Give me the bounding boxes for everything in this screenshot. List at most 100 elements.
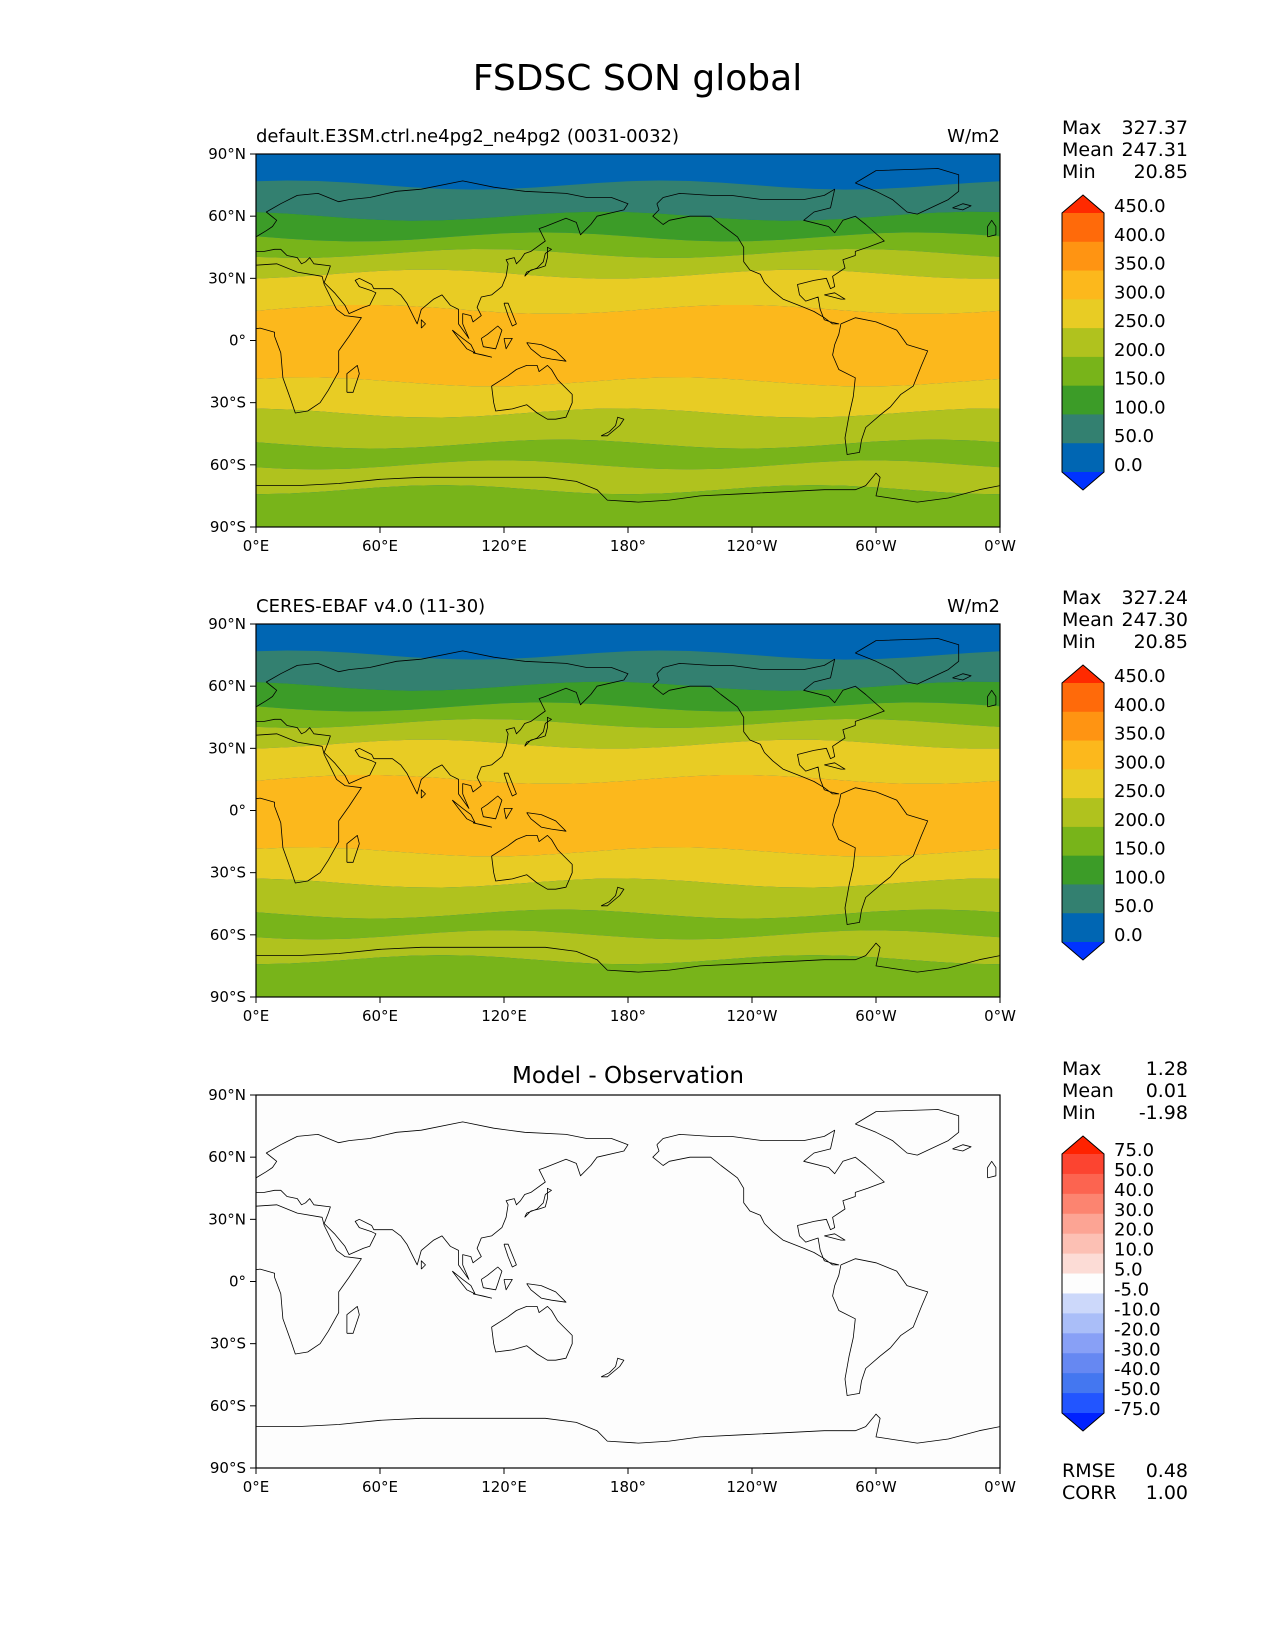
- coastline: [491, 364, 573, 420]
- stat-value: 327.24: [1122, 587, 1188, 609]
- stats-block-2: Max 327.24 Mean 247.30 Min 20.85: [1062, 587, 1188, 653]
- coastline: [952, 1144, 972, 1152]
- panel-title-left: CERES-EBAF v4.0 (11-30): [256, 596, 485, 617]
- colorbar-segment: [1062, 356, 1104, 387]
- colorbar-segment: [1062, 855, 1104, 885]
- coastline: [987, 689, 997, 708]
- colorbar-tick-label: 50.0: [1114, 1160, 1154, 1181]
- lat-tick-label: 60°S: [210, 456, 246, 474]
- coastline: [952, 673, 972, 681]
- coastline: [480, 795, 503, 820]
- colorbar-tick-label: 50.0: [1114, 426, 1154, 447]
- field-band: [256, 249, 1000, 279]
- colorbar-segment: [1062, 1213, 1104, 1235]
- lon-tick-label: 0°E: [243, 1478, 270, 1496]
- stat-label: Mean: [1062, 1080, 1114, 1102]
- coastline: [526, 812, 567, 832]
- lon-tick-label: 0°W: [984, 1007, 1016, 1025]
- colorbar-1: 0.0 50.0 100.0 150.0 200.0 250.0 300.0 350.0 400…: [1061, 194, 1166, 491]
- field-band: [256, 955, 1000, 997]
- coastline: [503, 772, 517, 797]
- figure-title: FSDSC SON global: [472, 58, 803, 99]
- coastline: [472, 822, 493, 828]
- map-field: [256, 154, 1000, 527]
- coastline: [524, 246, 552, 277]
- colorbar-segment: [1062, 711, 1104, 742]
- stat-value: 247.30: [1122, 609, 1188, 631]
- field-band: [256, 719, 1000, 749]
- lon-tick-label: 180°: [610, 1478, 646, 1496]
- colorbar-segment: [1062, 328, 1104, 358]
- colorbar-segment: [1062, 1253, 1104, 1275]
- field-band: [256, 232, 1000, 258]
- coastline: [524, 716, 552, 747]
- field-band: [256, 702, 1000, 728]
- coastline: [832, 317, 929, 455]
- lon-tick-label: 0°E: [243, 1007, 270, 1025]
- lon-tick-label: 120°E: [481, 1478, 527, 1496]
- field-band: [256, 408, 1000, 449]
- colorbar-tick-label: -50.0: [1114, 1379, 1161, 1400]
- field-band: [256, 930, 1000, 965]
- field-band: [256, 775, 1000, 857]
- stat-label: Min: [1062, 631, 1096, 653]
- field-band: [256, 460, 1000, 495]
- colorbar-tick-label: -40.0: [1114, 1359, 1161, 1380]
- lon-tick-label: 120°W: [727, 1478, 778, 1496]
- stat-label: Max: [1062, 587, 1101, 609]
- map-panel-1: 90°N 60°N 30°N 0° 30°S 60°S 90°S0°E 60°E 120°E 18…: [208, 126, 1016, 555]
- lon-tick-label: 120°W: [727, 1007, 778, 1025]
- lon-tick-label: 180°: [610, 1007, 646, 1025]
- lon-tick-label: 180°: [610, 537, 646, 555]
- colorbar-segment: [1062, 683, 1104, 713]
- lat-tick-label: 90°N: [208, 615, 246, 633]
- coastline: [600, 886, 625, 907]
- lat-tick-label: 60°N: [208, 207, 246, 225]
- panel-title-center: Model - Observation: [512, 1063, 744, 1089]
- colorbar-2: 0.0 50.0 100.0 150.0 200.0 250.0 300.0 350.0 400…: [1061, 664, 1166, 961]
- lon-tick-label: 60°W: [855, 1478, 897, 1496]
- field-band: [256, 847, 1000, 888]
- stat-label: Mean: [1062, 609, 1114, 631]
- colorbar-segment: [1062, 884, 1104, 914]
- coastline: [824, 762, 846, 770]
- stat-value: 327.37: [1122, 117, 1188, 139]
- coastline: [256, 180, 629, 339]
- colorbar-segment: [1062, 1154, 1104, 1175]
- coastline: [472, 352, 493, 358]
- colorbar-tick-label: 150.0: [1114, 839, 1166, 860]
- lat-tick-label: 60°N: [208, 1148, 246, 1166]
- colorbar-extend-max: [1062, 665, 1104, 683]
- colorbar-segment: [1062, 798, 1104, 828]
- lon-tick-label: 60°W: [855, 537, 897, 555]
- coastline: [824, 1233, 846, 1241]
- colorbar-segment: [1062, 826, 1104, 857]
- stat-value: 20.85: [1134, 631, 1188, 653]
- lat-tick-label: 30°N: [208, 739, 246, 757]
- field-band: [256, 878, 1000, 919]
- coastline: [832, 787, 929, 925]
- coastline: [491, 835, 573, 890]
- lon-tick-label: 0°E: [243, 537, 270, 555]
- stat-label: Mean: [1062, 139, 1114, 161]
- colorbar-segment: [1062, 913, 1104, 943]
- lon-tick-label: 0°W: [984, 1478, 1016, 1496]
- lat-tick-label: 30°S: [210, 1335, 246, 1353]
- coastline: [256, 1121, 629, 1280]
- coastline: [503, 1243, 517, 1268]
- field-band: [256, 485, 1000, 527]
- colorbar-outline: [1061, 1135, 1105, 1432]
- colorbar-extend-min: [1062, 1413, 1104, 1431]
- colorbar-tick-label: 0.0: [1114, 455, 1143, 476]
- coastline: [855, 1109, 960, 1156]
- colorbar-tick-label: 100.0: [1114, 397, 1166, 418]
- coastline: [451, 1270, 476, 1295]
- lat-tick-label: 60°S: [210, 1397, 246, 1415]
- colorbar-segment: [1062, 769, 1104, 799]
- map-panel-3: 90°N 60°N 30°N 0° 30°S 60°S 90°S0°E 60°E 120°E 18…: [208, 1063, 1016, 1496]
- colorbar-segment: [1062, 740, 1104, 770]
- colorbar-tick-label: 350.0: [1114, 254, 1166, 275]
- lat-tick-label: 60°S: [210, 926, 246, 944]
- coastline: [420, 789, 426, 799]
- colorbar-segment: [1062, 213, 1104, 243]
